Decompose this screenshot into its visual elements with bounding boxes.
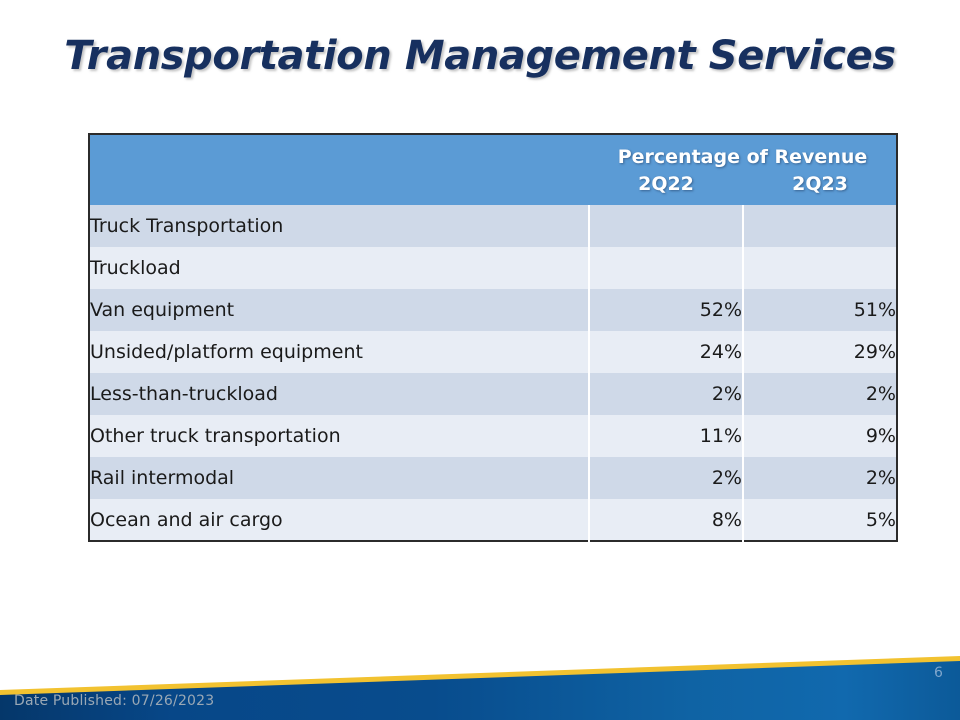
cell-2q23: 2%: [743, 457, 897, 499]
table-row: Truck Transportation: [89, 205, 897, 247]
table-header-row: Percentage of Revenue 2Q22 2Q23: [89, 134, 897, 205]
cell-2q22: 11%: [589, 415, 744, 457]
table-body: Truck Transportation Truckload Van equipme…: [89, 205, 897, 541]
row-label: Truckload: [89, 247, 590, 289]
table-row: Ocean and air cargo 8% 5%: [89, 499, 897, 541]
header-col-2q22: 2Q22: [638, 173, 694, 195]
revenue-percentage-table: Percentage of Revenue 2Q22 2Q23 Truck Tr…: [88, 133, 898, 542]
header-col-2q23: 2Q23: [792, 173, 848, 195]
cell-2q23: 5%: [743, 499, 897, 541]
row-label: Van equipment: [89, 289, 590, 331]
header-cell-percentage-of-revenue: Percentage of Revenue 2Q22 2Q23: [589, 134, 897, 205]
cell-2q22: 24%: [589, 331, 744, 373]
row-label: Rail intermodal: [89, 457, 590, 499]
table-row: Truckload: [89, 247, 897, 289]
row-label: Truck Transportation: [89, 205, 590, 247]
cell-2q23: 2%: [743, 373, 897, 415]
table-head: Percentage of Revenue 2Q22 2Q23: [89, 134, 897, 205]
header-cell-blank: [89, 134, 589, 205]
cell-2q22: [589, 205, 744, 247]
cell-2q23: [743, 247, 897, 289]
cell-2q23: 51%: [743, 289, 897, 331]
page-title: Transportation Management Services: [64, 33, 896, 79]
cell-2q22: 2%: [589, 457, 744, 499]
table-row: Other truck transportation 11% 9%: [89, 415, 897, 457]
cell-2q22: 2%: [589, 373, 744, 415]
table-row: Unsided/platform equipment 24% 29%: [89, 331, 897, 373]
cell-2q22: 8%: [589, 499, 744, 541]
cell-2q23: 9%: [743, 415, 897, 457]
row-label: Less-than-truckload: [89, 373, 590, 415]
cell-2q23: [743, 205, 897, 247]
cell-2q22: [589, 247, 744, 289]
table-row: Less-than-truckload 2% 2%: [89, 373, 897, 415]
cell-2q22: 52%: [589, 289, 744, 331]
table-row: Rail intermodal 2% 2%: [89, 457, 897, 499]
header-group-label: Percentage of Revenue: [617, 146, 868, 168]
footer-banner-shape: [0, 656, 960, 720]
cell-2q23: 29%: [743, 331, 897, 373]
row-label: Ocean and air cargo: [89, 499, 590, 541]
row-label: Other truck transportation: [89, 415, 590, 457]
date-published-label: Date Published: 07/26/2023: [14, 693, 215, 709]
page-number: 6: [934, 665, 943, 681]
table-row: Van equipment 52% 51%: [89, 289, 897, 331]
slide-footer: LANDSTAR ®: [0, 640, 960, 720]
row-label: Unsided/platform equipment: [89, 331, 590, 373]
